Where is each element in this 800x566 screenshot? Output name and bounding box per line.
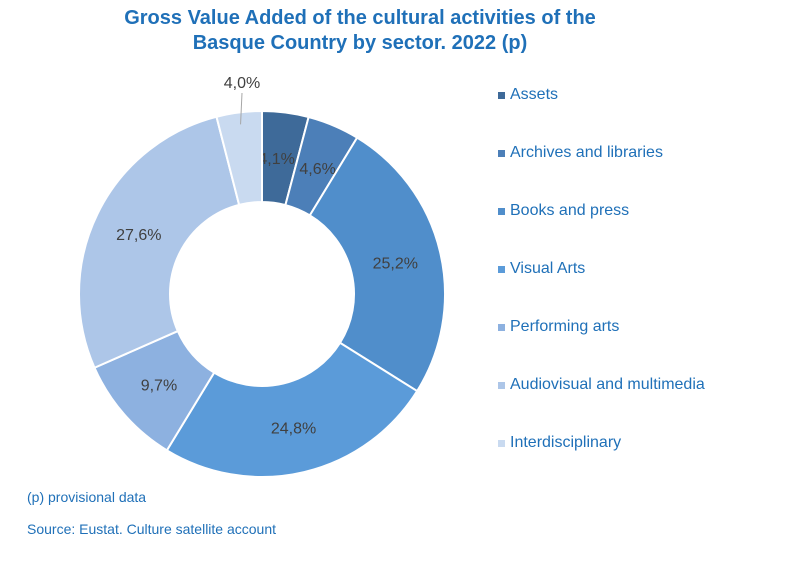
legend-label: Audiovisual and multimedia xyxy=(510,376,705,393)
legend-swatch xyxy=(498,92,505,99)
legend-item-visual-arts: Visual Arts xyxy=(498,258,798,316)
data-label: 4,0% xyxy=(224,75,260,92)
legend-item-archives-and-libraries: Archives and libraries xyxy=(498,142,798,200)
donut-slice-audiovisual-and-multimedia xyxy=(78,115,241,370)
data-label: 27,6% xyxy=(116,227,161,244)
chart-title-line-2: Basque Country by sector. 2022 (p) xyxy=(192,32,528,54)
legend-label: Archives and libraries xyxy=(510,144,663,161)
legend-label: Performing arts xyxy=(510,318,620,335)
data-label: 9,7% xyxy=(141,377,177,394)
chart-title-line-1: Gross Value Added of the cultural activi… xyxy=(124,7,596,29)
legend-label: Assets xyxy=(510,86,559,103)
data-label: 25,2% xyxy=(373,255,418,272)
legend-swatch xyxy=(498,266,505,273)
legend-label: Books and press xyxy=(510,202,630,219)
legend-item-assets: Assets xyxy=(498,84,798,142)
legend-swatch xyxy=(498,440,505,447)
legend-label: Visual Arts xyxy=(510,260,586,277)
data-label: 4,1% xyxy=(258,151,294,168)
source-note: Source: Eustat. Culture satellite accoun… xyxy=(27,521,277,537)
donut-slice-interdisciplinary xyxy=(215,109,263,207)
legend-item-interdisciplinary: Interdisciplinary xyxy=(498,432,798,490)
donut-slice-books-and-press xyxy=(308,136,446,393)
chart-legend: Assets Archives and libraries Books and … xyxy=(498,84,798,490)
legend-item-audiovisual-and-multimedia: Audiovisual and multimedia xyxy=(498,374,798,432)
data-label: 4,6% xyxy=(299,161,335,178)
data-label: 24,8% xyxy=(271,420,316,437)
chart-title: Gross Value Added of the cultural activi… xyxy=(0,6,720,56)
legend-swatch xyxy=(498,382,505,389)
legend-swatch xyxy=(498,208,505,215)
legend-item-performing-arts: Performing arts xyxy=(498,316,798,374)
donut-slice-visual-arts xyxy=(165,341,419,478)
legend-swatch xyxy=(498,150,505,157)
provisional-note: (p) provisional data xyxy=(27,489,147,505)
legend-item-books-and-press: Books and press xyxy=(498,200,798,258)
legend-swatch xyxy=(498,324,505,331)
leader-line xyxy=(240,92,243,125)
legend-label: Interdisciplinary xyxy=(510,434,622,451)
